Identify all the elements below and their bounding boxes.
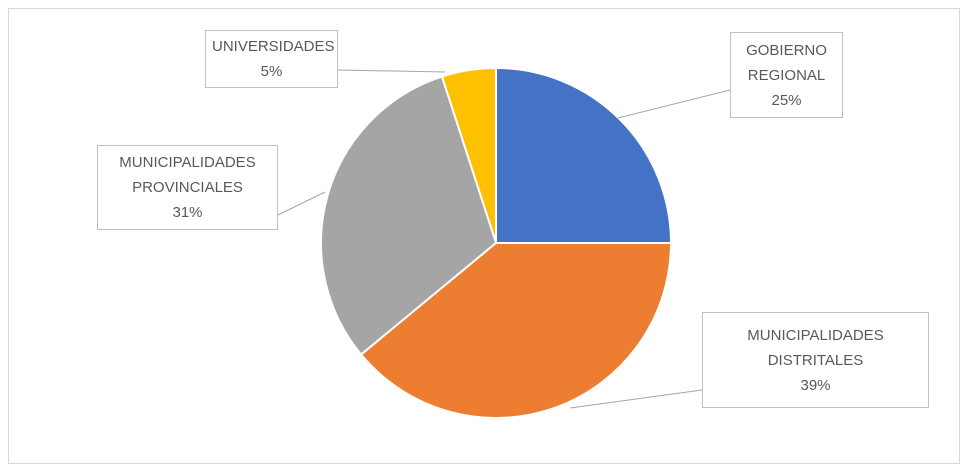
category-label: MUNICIPALIDADES PROVINCIALES <box>119 154 256 196</box>
leader-line <box>617 89 731 119</box>
data-label: UNIVERSIDADES 5% <box>205 30 338 88</box>
data-label: MUNICIPALIDADES PROVINCIALES 31% <box>97 145 278 230</box>
value-label: 39% <box>800 376 831 394</box>
pie-slice <box>320 75 498 356</box>
value-label: 25% <box>771 91 802 109</box>
data-label: MUNICIPALIDADES DISTRITALES 39% <box>702 312 929 408</box>
value-label: 5% <box>260 63 283 80</box>
value-label: 31% <box>172 204 203 221</box>
pie-slice <box>359 242 673 419</box>
category-label: GOBIERNO REGIONAL <box>746 41 827 84</box>
data-label: GOBIERNO REGIONAL 25% <box>730 32 843 118</box>
chart-frame <box>8 8 960 464</box>
category-label: UNIVERSIDADES <box>212 38 335 55</box>
category-label: MUNICIPALIDADES DISTRITALES <box>747 326 884 369</box>
pie-slice <box>495 66 673 244</box>
leader-line <box>337 69 446 73</box>
leader-line <box>569 389 703 409</box>
leader-line <box>277 191 326 216</box>
